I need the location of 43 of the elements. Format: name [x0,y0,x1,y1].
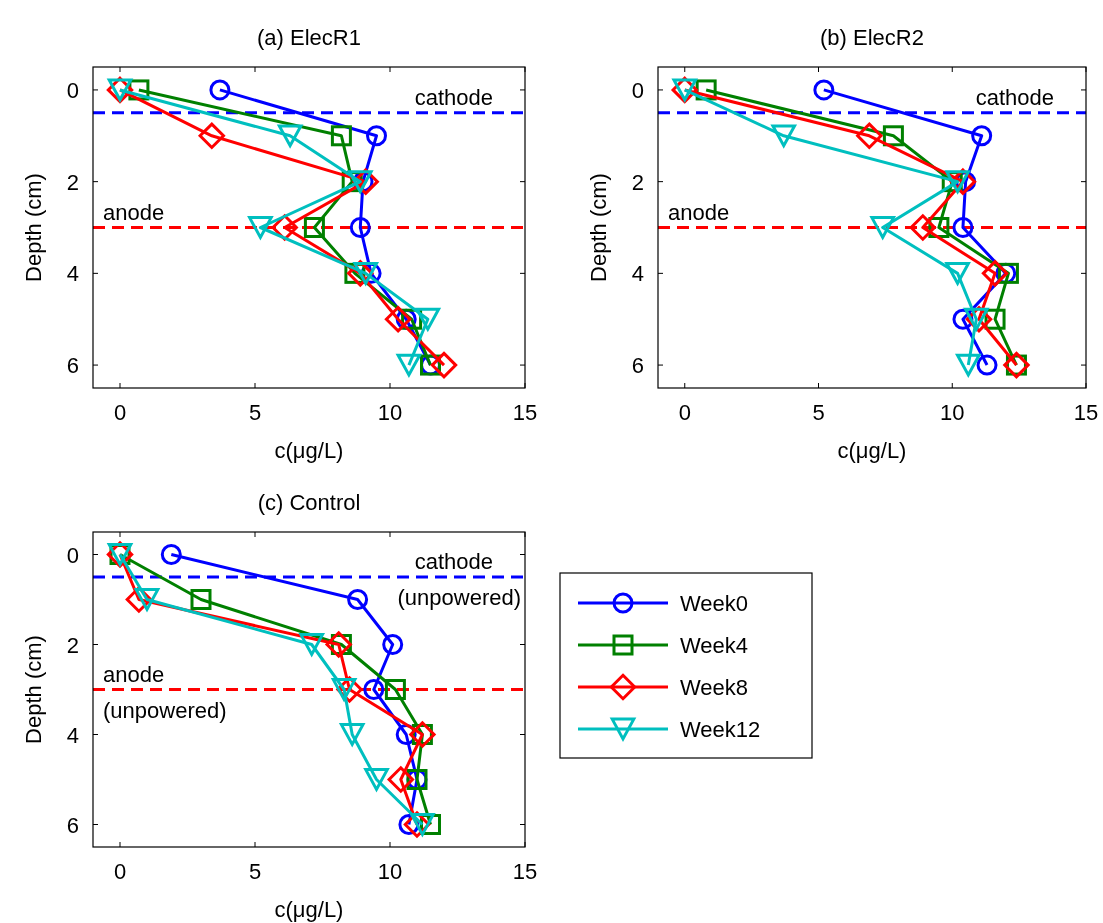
x-tick-label: 5 [248,859,262,884]
x-tick-label: 5 [248,400,262,425]
y-axis-title: Depth (cm) [21,635,46,744]
ref-line-label: anode [668,199,730,225]
y-tick-label: 2 [631,169,644,195]
y-tick-label: 0 [66,542,79,568]
y-tick-label: 4 [631,261,644,287]
y-axis-title: Depth (cm) [21,173,46,282]
chart-title: (b) ElecR2 [820,25,924,50]
ref-line-label: cathode [414,84,493,110]
y-tick-label: 0 [66,77,79,103]
x-tick-label: 10 [377,400,403,425]
x-axis-title: c(μg/L) [274,897,344,922]
legend-label: Week12 [680,717,761,742]
x-tick-label: 15 [512,859,538,884]
y-tick-label: 2 [66,632,79,658]
ref-line-label: cathode (unpowered) [397,549,521,610]
y-tick-label: 2 [66,169,79,195]
x-tick-label: 15 [1073,400,1099,425]
y-axis-title: Depth (cm) [586,173,611,282]
x-axis-title: c(μg/L) [274,438,344,463]
x-tick-label: 10 [940,400,965,425]
x-axis-title: c(μg/L) [837,438,907,463]
ref-line-label: cathode [975,84,1054,110]
x-tick-label: 5 [812,400,825,425]
chart-title: (a) ElecR1 [257,25,361,50]
x-tick-label: 0 [113,859,127,884]
y-tick-label: 6 [631,353,644,379]
x-tick-label: 15 [512,400,538,425]
legend-label: Week0 [680,591,749,616]
y-tick-label: 4 [66,722,79,748]
chart-title: (c) Control [257,490,361,515]
ref-line-label: anode [103,199,165,225]
y-tick-label: 4 [66,261,79,287]
y-tick-label: 6 [66,353,79,379]
x-tick-label: 0 [113,400,127,425]
x-tick-label: 0 [678,400,691,425]
y-tick-label: 6 [66,812,79,838]
ref-line-label: anode (unpowered) [103,661,227,723]
x-tick-label: 10 [377,859,403,884]
y-tick-label: 0 [631,77,644,103]
legend-label: Week4 [680,633,749,658]
legend-label: Week8 [680,675,749,700]
